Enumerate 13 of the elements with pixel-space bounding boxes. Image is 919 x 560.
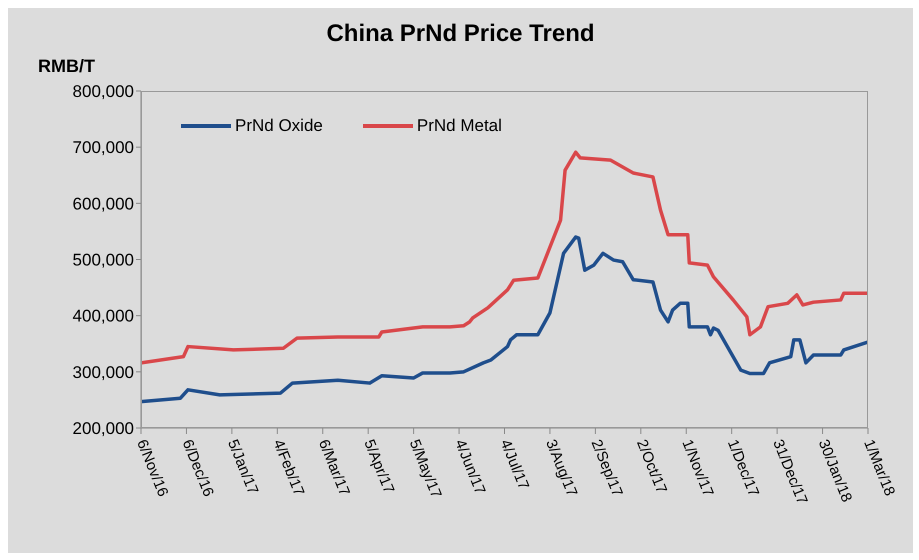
line-series bbox=[141, 235, 868, 404]
line-series bbox=[141, 150, 868, 365]
y-tick-label: 200,000 bbox=[72, 419, 134, 438]
y-tick-label: 500,000 bbox=[72, 250, 134, 270]
y-tick-label: 700,000 bbox=[72, 138, 134, 158]
chart-title: China PrNd Price Trend bbox=[325, 20, 596, 48]
legend-label: PrNd Metal bbox=[416, 116, 502, 136]
y-tick-label: 800,000 bbox=[72, 82, 134, 102]
legend-label: PrNd Oxide bbox=[235, 116, 323, 136]
y-tick-label: 400,000 bbox=[72, 306, 134, 326]
y-tick-label: 300,000 bbox=[72, 362, 134, 382]
y-tick-label: 600,000 bbox=[72, 194, 134, 214]
y-axis-title: RMB/T bbox=[38, 56, 95, 77]
